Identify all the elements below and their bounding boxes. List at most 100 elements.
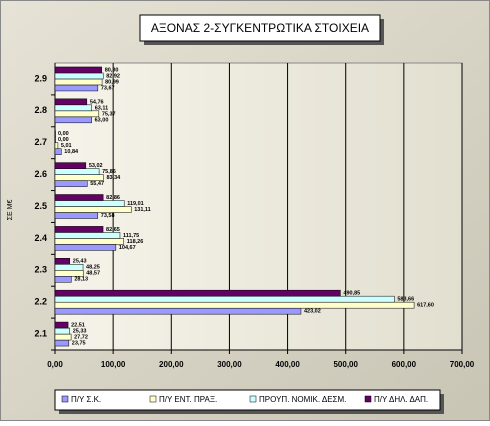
title-box xyxy=(139,14,381,42)
bar xyxy=(54,194,104,201)
y-tick-label: 2.1 xyxy=(34,328,47,338)
bar xyxy=(54,116,92,124)
value-label: 10,84 xyxy=(64,149,79,155)
value-label: 48,57 xyxy=(86,271,100,277)
value-label: 48,25 xyxy=(86,265,100,271)
bar xyxy=(54,66,102,74)
bar xyxy=(54,339,70,347)
y-tick-label: 2.3 xyxy=(34,265,47,275)
value-label: 28,13 xyxy=(74,277,88,283)
x-tick-label: 100,00 xyxy=(101,360,126,369)
value-label: 55,47 xyxy=(90,181,104,187)
bar xyxy=(54,276,72,283)
value-label: 423,02 xyxy=(304,309,321,315)
bar xyxy=(54,78,103,86)
x-tick-label: 200,00 xyxy=(159,360,184,369)
bar xyxy=(54,264,84,271)
value-label: 75,86 xyxy=(102,169,116,175)
x-tick-label: 400,00 xyxy=(275,360,300,369)
value-label: 617,60 xyxy=(417,303,434,309)
value-label: 5,01 xyxy=(61,143,72,149)
x-tick-label: 300,00 xyxy=(217,360,242,369)
bar xyxy=(54,258,71,265)
legend-label: Π/Υ ΕΝΤ. ΠΡΑΞ. xyxy=(159,395,217,404)
bar xyxy=(54,295,395,303)
bar xyxy=(54,72,104,80)
x-tick-label: 500,00 xyxy=(333,360,358,369)
value-label: 63,00 xyxy=(95,117,109,123)
bar xyxy=(54,162,87,169)
value-label: 104,67 xyxy=(119,245,136,251)
value-label: 119,01 xyxy=(127,201,144,207)
value-label: 111,75 xyxy=(123,233,139,239)
bar xyxy=(54,180,88,187)
bar xyxy=(54,238,125,245)
bar xyxy=(54,333,72,341)
bar xyxy=(54,301,415,309)
value-label: 63,11 xyxy=(95,105,108,111)
x-tick-label: 600,00 xyxy=(392,360,417,369)
value-label: 0,00 xyxy=(58,131,69,137)
legend-swatch xyxy=(149,395,157,403)
legend-label: ΠΡΟΥΠ. ΝΟΜΙΚ. ΔΕΣΜ. xyxy=(259,395,346,404)
legend-label: Π/Υ Σ.Κ. xyxy=(71,395,101,404)
value-label: 118,26 xyxy=(127,239,144,245)
legend-swatch xyxy=(249,395,257,403)
bar xyxy=(54,232,121,239)
value-label: 73,58 xyxy=(101,213,115,219)
value-label: 25,33 xyxy=(73,329,87,335)
y-tick-label: 2.2 xyxy=(34,297,47,307)
value-label: 23,75 xyxy=(72,341,86,347)
value-label: 80,99 xyxy=(105,79,119,85)
value-label: 583,66 xyxy=(397,297,414,303)
bar xyxy=(54,104,92,112)
legend-swatch xyxy=(364,395,372,403)
bar xyxy=(54,212,99,219)
bar xyxy=(54,200,125,207)
value-label: 73,67 xyxy=(101,85,115,91)
value-label: 0,00 xyxy=(58,137,69,143)
value-label: 82,86 xyxy=(106,195,120,201)
bar xyxy=(54,148,62,155)
value-label: 80,30 xyxy=(105,67,119,73)
value-label: 53,02 xyxy=(89,163,103,169)
value-label: 82,65 xyxy=(106,227,120,233)
bar xyxy=(54,84,99,92)
bar xyxy=(54,270,84,277)
bar xyxy=(54,174,104,181)
legend-swatch xyxy=(61,395,69,403)
bar xyxy=(54,110,100,118)
y-tick-label: 2.7 xyxy=(34,137,47,147)
y-tick-label: 2.9 xyxy=(34,73,47,83)
bar xyxy=(54,327,70,335)
bar xyxy=(54,289,341,297)
bar xyxy=(54,321,69,329)
y-tick-label: 2.6 xyxy=(34,169,47,179)
y-axis-label: ΣΕ Μ€ xyxy=(7,200,14,221)
bar xyxy=(54,244,117,251)
legend-label: Π/Υ ΔΗΛ. ΔΑΠ. xyxy=(374,395,428,404)
value-label: 54,76 xyxy=(90,99,104,105)
value-label: 490,85 xyxy=(343,291,360,297)
value-label: 131,11 xyxy=(134,207,151,213)
bar xyxy=(54,130,56,137)
bar xyxy=(54,206,132,213)
value-label: 82,92 xyxy=(106,73,120,79)
value-label: 27,72 xyxy=(74,335,88,341)
value-label: 25,43 xyxy=(73,259,87,265)
y-tick-label: 2.5 xyxy=(34,201,47,211)
y-tick-label: 2.4 xyxy=(34,233,47,243)
bar xyxy=(54,142,59,149)
y-tick-label: 2.8 xyxy=(34,105,47,115)
bar xyxy=(54,307,302,315)
bar xyxy=(54,168,100,175)
chart-title: ΑΞΟΝΑΣ 2-ΣΥΓΚΕΝΤΡΩΤΙΚΑ ΣΤΟΙΧΕΙΑ xyxy=(151,21,369,35)
bar xyxy=(54,226,104,233)
value-label: 22,51 xyxy=(71,323,85,329)
value-label: 75,37 xyxy=(102,111,116,117)
x-tick-label: 0,00 xyxy=(47,360,63,369)
bar xyxy=(54,136,56,143)
x-tick-label: 700,00 xyxy=(450,360,475,369)
bar xyxy=(54,98,88,106)
